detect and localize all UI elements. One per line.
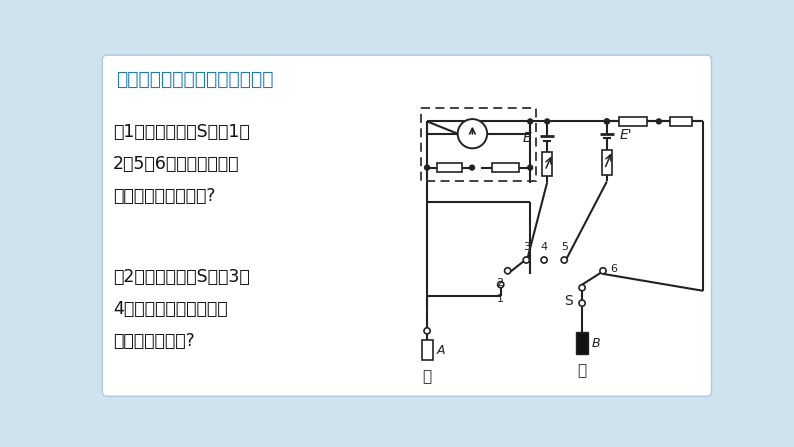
Text: A: A <box>437 344 445 357</box>
Circle shape <box>523 257 530 263</box>
Circle shape <box>600 268 606 274</box>
Circle shape <box>424 328 430 334</box>
Text: 3: 3 <box>522 242 530 252</box>
Text: 黑: 黑 <box>577 363 587 378</box>
Circle shape <box>425 165 430 170</box>
Circle shape <box>561 257 568 263</box>
Bar <box>437 163 462 172</box>
Text: E': E' <box>619 128 632 142</box>
Bar <box>576 333 588 354</box>
Text: 4: 4 <box>541 242 548 252</box>
Bar <box>422 340 433 360</box>
Text: E: E <box>523 131 532 145</box>
Text: 1: 1 <box>497 294 504 304</box>
Text: 6: 6 <box>610 264 617 274</box>
Circle shape <box>657 119 661 124</box>
Circle shape <box>469 165 475 170</box>
Text: S: S <box>564 294 572 308</box>
Text: 二、多用电表的工作原理示意图: 二、多用电表的工作原理示意图 <box>116 70 274 89</box>
Bar <box>602 150 612 175</box>
Circle shape <box>545 119 549 124</box>
Circle shape <box>541 257 547 263</box>
Text: 红: 红 <box>422 369 432 384</box>
Circle shape <box>528 165 533 170</box>
Text: （1）将开关分别S调到1、
2、5、6位置时多用电表
电表分别测的是什么?: （1）将开关分别S调到1、 2、5、6位置时多用电表 电表分别测的是什么? <box>114 123 250 205</box>
Circle shape <box>504 268 511 274</box>
Circle shape <box>498 282 504 288</box>
Text: （2）将开关分别S调到3、
4位置时，多用电表电表
分别测的是什么?: （2）将开关分别S调到3、 4位置时，多用电表电表 分别测的是什么? <box>114 268 250 350</box>
Bar <box>492 163 519 172</box>
Circle shape <box>457 119 488 148</box>
Circle shape <box>528 119 533 124</box>
Bar <box>421 108 537 181</box>
Bar <box>542 152 553 176</box>
Text: 5: 5 <box>561 242 568 252</box>
Circle shape <box>604 119 609 124</box>
Circle shape <box>579 300 585 306</box>
FancyBboxPatch shape <box>102 55 711 396</box>
Bar <box>669 117 692 126</box>
Text: 2: 2 <box>496 278 503 288</box>
Text: B: B <box>592 337 601 350</box>
Circle shape <box>579 285 585 291</box>
Circle shape <box>604 119 609 124</box>
Bar <box>619 117 647 126</box>
